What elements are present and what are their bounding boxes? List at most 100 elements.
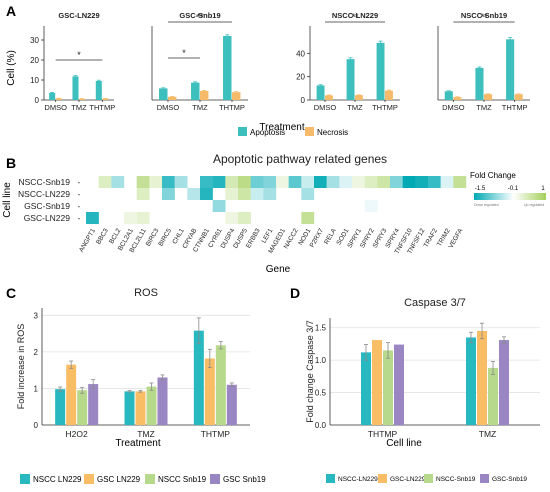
bar-nscc-ln229	[124, 391, 135, 425]
y-tick-label: 0	[35, 96, 40, 105]
heatmap-cell	[111, 176, 125, 188]
legend-swatch-apoptosis	[238, 127, 247, 136]
bar-necrosis	[168, 96, 177, 100]
legend-label-necrosis: Necrosis	[317, 128, 348, 137]
panel-label-b: B	[6, 155, 16, 171]
panel-a-chart-title: NSCC-LN229	[332, 11, 378, 20]
y-tick-label: 0.0	[315, 421, 327, 430]
heatmap-cell	[174, 176, 188, 188]
heatmap-cell	[390, 176, 403, 188]
bar-necrosis	[355, 95, 363, 100]
y-tick-label: 30	[30, 36, 39, 45]
panel-a-legend: Apoptosis Necrosis	[238, 127, 348, 137]
heatmap-cell	[377, 176, 391, 188]
bar-apoptosis	[72, 76, 79, 100]
bar-necrosis	[484, 94, 493, 100]
legend-c-swatch-gsc-ln229	[84, 474, 94, 484]
y-tick-label: 10	[30, 76, 39, 85]
heatmap-cell	[238, 212, 251, 224]
panel-d-legend: NSCC-LN229 GSC-LN229 NSCC-Snb19 GSC-Snb1…	[326, 474, 527, 483]
panel-a-chart-title: NSCC-Snb19	[461, 11, 507, 20]
significance-label: *	[182, 48, 186, 58]
x-tick-label: THTMP	[201, 429, 231, 439]
x-tick-label: H2O2	[66, 429, 88, 439]
x-tick-label: THTMP	[502, 103, 528, 112]
bar-apoptosis	[346, 59, 355, 100]
x-tick-label: THTMP	[89, 103, 115, 112]
x-tick-label: TMZ	[476, 103, 492, 112]
legend-d-swatch-gsc-ln229	[378, 474, 387, 483]
heatmap-col-label: BBC3	[95, 227, 110, 246]
heatmap-cell	[288, 176, 302, 188]
heatmap-cell	[428, 176, 441, 188]
x-tick-label: TMZ	[192, 103, 208, 112]
heatmap-cell	[453, 176, 467, 188]
ros-chart-y-axis-label: Fold increase in ROS	[16, 324, 26, 410]
caspase-chart-title: Caspase 3/7	[404, 297, 466, 309]
x-tick-label: TMZ	[347, 103, 363, 112]
bar-gsc-snb19	[394, 344, 404, 425]
heatmap-cell	[124, 212, 137, 224]
legend-d-swatch-gsc-snb19	[480, 474, 489, 483]
panel-b-y-axis-label: Cell line	[2, 182, 13, 218]
bar-necrosis	[79, 98, 86, 100]
heatmap-cell	[402, 176, 416, 188]
bar-nscc-ln229	[361, 352, 371, 425]
bar-apoptosis	[159, 88, 168, 100]
legend-c-swatch-nscc-snb19	[145, 474, 155, 484]
legend-d-label-nscc-snb19: NSCC-Snb19	[436, 476, 476, 483]
colorbar-sub-down: Down regulated	[474, 203, 499, 207]
bar-gsc-ln229	[66, 364, 77, 425]
panel-b: Cell line Gene Fold Change -1.5 -0.1 1 D…	[2, 171, 546, 275]
bar-gsc-ln229	[372, 340, 382, 425]
heatmap-row-label: GSC-Snb19	[24, 201, 70, 211]
panel-c-x-axis-label: Treatment	[115, 438, 160, 449]
heatmap-colorbar: Fold Change -1.5 -0.1 1 Down regulated U…	[470, 171, 546, 207]
legend-c-label-nscc-ln229: NSCC LN229	[33, 475, 82, 484]
heatmap-cell	[136, 212, 150, 224]
legend-c-label-nscc-snb19: NSCC Snb19	[158, 475, 207, 484]
bar-gsc-snb19	[157, 377, 168, 425]
bar-gsc-ln229	[204, 358, 215, 425]
heatmap-cell	[326, 176, 340, 188]
bar-necrosis	[453, 97, 462, 100]
x-tick-label: THTMP	[368, 429, 398, 439]
bar-apoptosis	[49, 93, 56, 100]
heatmap-cell	[250, 176, 264, 188]
heatmap-cell	[263, 188, 277, 200]
y-tick-label: 0.5	[315, 389, 327, 398]
x-tick-label: DMSO	[314, 103, 337, 112]
legend-d-label-nscc-ln229: NSCC-LN229	[338, 476, 378, 483]
bar-gsc-snb19	[226, 384, 237, 425]
colorbar-title: Fold Change	[470, 171, 516, 180]
legend-c-label-gsc-ln229: GSC LN229	[97, 475, 141, 484]
bar-nscc-snb19	[77, 390, 88, 425]
heatmap-cell	[238, 176, 251, 188]
x-tick-label: TMZ	[71, 103, 87, 112]
heatmap-cell	[364, 200, 378, 212]
colorbar-tick-min: -1.5	[475, 186, 486, 192]
heatmap-cell	[200, 188, 213, 200]
heatmap-cell	[314, 176, 327, 188]
heatmap-cell	[225, 176, 239, 188]
heatmap-row-tick: -	[78, 202, 81, 211]
x-tick-label: THTMP	[372, 103, 398, 112]
heatmap-row-tick: -	[78, 178, 81, 187]
bar-apoptosis	[223, 36, 232, 100]
legend-c-swatch-gsc-snb19	[210, 474, 220, 484]
heatmap-title: Apoptotic pathway related genes	[213, 152, 387, 166]
heatmap-cell	[352, 176, 365, 188]
heatmap-cell	[250, 188, 264, 200]
bar-nscc-snb19	[146, 386, 157, 425]
heatmap-cell	[136, 176, 150, 188]
legend-c-label-gsc-snb19: GSC Snb19	[223, 475, 266, 484]
y-tick-label: 20	[296, 73, 305, 82]
heatmap-cell	[415, 176, 429, 188]
colorbar-gradient	[474, 193, 546, 200]
legend-d-label-gsc-snb19: GSC-Snb19	[492, 476, 527, 483]
bar-apoptosis	[444, 91, 453, 100]
y-tick-label: 0	[34, 421, 39, 430]
heatmap-cell	[276, 176, 289, 188]
